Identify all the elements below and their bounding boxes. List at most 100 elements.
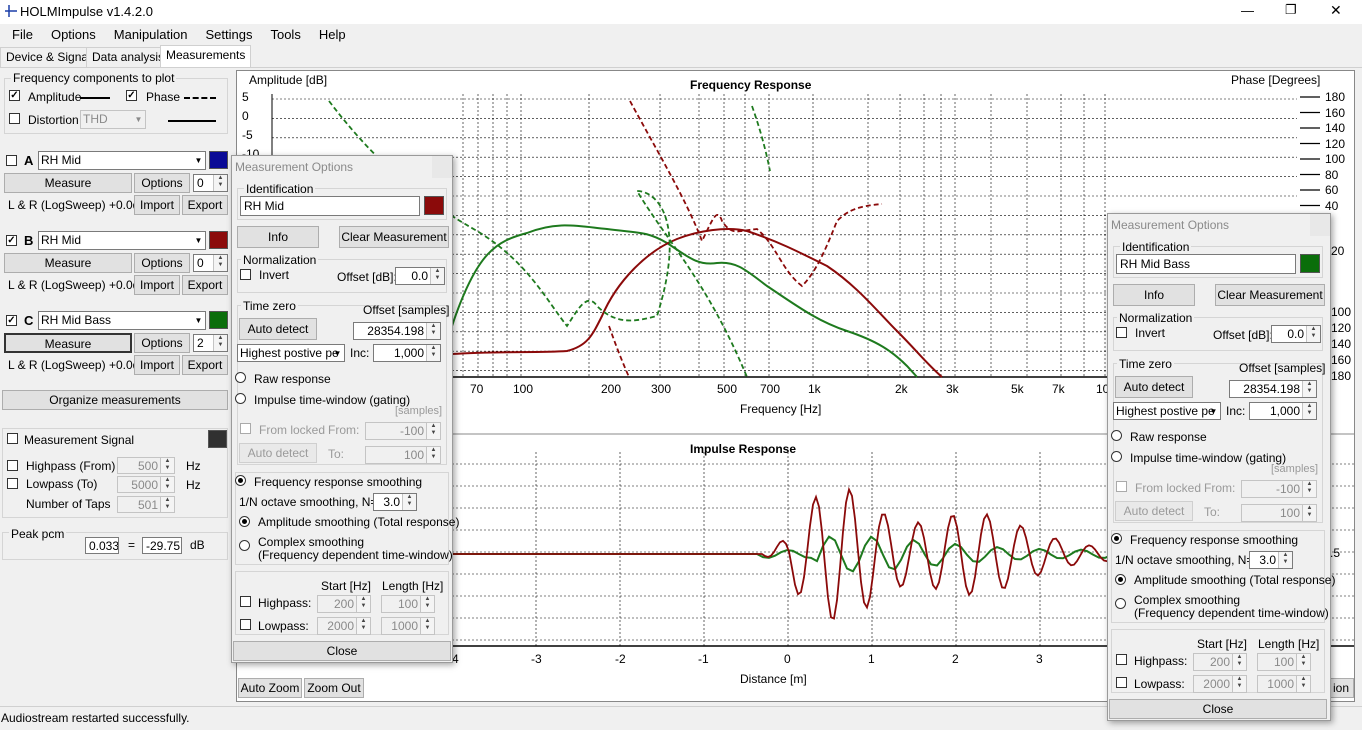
- clear-measurement-button[interactable]: Clear Measurement: [339, 226, 449, 248]
- auto-zoom-button[interactable]: Auto Zoom: [238, 678, 302, 698]
- measurement-signal-checkbox[interactable]: [7, 433, 18, 444]
- tab-data-analysis[interactable]: Data analysis: [86, 47, 171, 68]
- menu-options[interactable]: Options: [50, 27, 96, 42]
- highpass-length-input[interactable]: 100 ▲ ▼: [381, 595, 435, 613]
- spinner-arrows-icon[interactable]: ▲ ▼: [426, 323, 440, 339]
- spinner-arrows-icon[interactable]: ▲ ▼: [1232, 676, 1246, 692]
- amplitude-checkbox[interactable]: ✓: [9, 90, 20, 101]
- amplitude-smoothing-radio[interactable]: [239, 516, 250, 527]
- spinner-arrows-icon[interactable]: ▲ ▼: [1296, 654, 1310, 670]
- menu-settings[interactable]: Settings: [205, 27, 253, 42]
- complex-smoothing-radio[interactable]: [1115, 598, 1126, 609]
- lowpass-to-input[interactable]: 5000 ▲ ▼: [117, 476, 175, 493]
- distortion-select[interactable]: THD ▼: [80, 110, 146, 129]
- time-zero-method-select[interactable]: Highest postive pe ▼: [237, 344, 345, 362]
- lowpass-filter-checkbox[interactable]: [240, 619, 251, 630]
- highpass-filter-checkbox[interactable]: [240, 596, 251, 607]
- spinner-arrows-icon[interactable]: ▲ ▼: [356, 596, 370, 612]
- lowpass-start-input[interactable]: 2000 ▲ ▼: [1193, 675, 1247, 693]
- measurement-color-swatch[interactable]: [424, 196, 444, 215]
- channel-a-measure-button[interactable]: Measure: [4, 173, 132, 193]
- channel-a-checkbox[interactable]: [6, 155, 17, 166]
- close-panel-button[interactable]: Close: [1109, 699, 1327, 719]
- spinner-arrows-icon[interactable]: ▲ ▼: [213, 175, 227, 191]
- maximize-button[interactable]: ❐: [1285, 2, 1297, 17]
- zoom-out-button[interactable]: Zoom Out: [304, 678, 364, 698]
- invert-checkbox[interactable]: [1116, 327, 1127, 338]
- highpass-filter-checkbox[interactable]: [1116, 654, 1127, 665]
- lowpass-filter-checkbox[interactable]: [1116, 677, 1127, 688]
- raw-response-radio[interactable]: [235, 372, 246, 383]
- channel-a-spinner[interactable]: 0 ▲ ▼: [193, 174, 228, 192]
- spinner-arrows-icon[interactable]: ▲ ▼: [213, 335, 227, 351]
- from-locked-checkbox[interactable]: [240, 423, 251, 434]
- spinner-arrows-icon[interactable]: ▲ ▼: [1302, 481, 1316, 497]
- smoothing-radio[interactable]: [1111, 533, 1122, 544]
- close-window-button[interactable]: ✕: [1330, 2, 1342, 18]
- channel-c-import-button[interactable]: Import: [134, 355, 180, 375]
- channel-c-export-button[interactable]: Export: [182, 355, 228, 375]
- spinner-arrows-icon[interactable]: ▲ ▼: [160, 458, 174, 473]
- auto-detect-window-button[interactable]: Auto detect: [239, 443, 317, 463]
- spinner-arrows-icon[interactable]: ▲ ▼: [1302, 505, 1316, 521]
- spinner-arrows-icon[interactable]: ▲ ▼: [160, 477, 174, 492]
- channel-b-color[interactable]: [209, 231, 228, 249]
- info-button[interactable]: Info: [1113, 284, 1195, 306]
- close-icon[interactable]: [432, 156, 452, 178]
- channel-b-import-button[interactable]: Import: [134, 275, 180, 295]
- to-input[interactable]: 100 ▲ ▼: [1241, 504, 1317, 522]
- spinner-arrows-icon[interactable]: ▲ ▼: [1302, 381, 1316, 397]
- offset-samples-input[interactable]: 28354.198 ▲ ▼: [1229, 380, 1317, 398]
- spinner-arrows-icon[interactable]: ▲ ▼: [356, 618, 370, 634]
- channel-c-color[interactable]: [209, 311, 228, 329]
- taps-input[interactable]: 501 ▲ ▼: [117, 496, 175, 513]
- impulse-window-radio[interactable]: [1111, 451, 1122, 462]
- menu-manipulation[interactable]: Manipulation: [113, 27, 188, 42]
- channel-a-options-button[interactable]: Options: [134, 173, 190, 193]
- info-button[interactable]: Info: [237, 226, 319, 248]
- highpass-from-input[interactable]: 500 ▲ ▼: [117, 457, 175, 474]
- spinner-arrows-icon[interactable]: ▲ ▼: [1232, 654, 1246, 670]
- offset-db-input[interactable]: 0.0 ▲ ▼: [395, 267, 445, 285]
- measurement-name-input[interactable]: RH Mid Bass: [1116, 254, 1296, 274]
- lowpass-to-checkbox[interactable]: [7, 478, 18, 489]
- from-input[interactable]: -100 ▲ ▼: [365, 422, 441, 440]
- channel-b-select[interactable]: RH Mid ▼: [38, 231, 206, 250]
- close-panel-button[interactable]: Close: [233, 641, 451, 661]
- spinner-arrows-icon[interactable]: ▲ ▼: [1296, 676, 1310, 692]
- time-zero-method-select[interactable]: Highest postive pe ▼: [1113, 402, 1221, 420]
- channel-a-export-button[interactable]: Export: [182, 195, 228, 215]
- highpass-from-checkbox[interactable]: [7, 460, 18, 471]
- invert-checkbox[interactable]: [240, 269, 251, 280]
- channel-b-measure-button[interactable]: Measure: [4, 253, 132, 273]
- channel-b-export-button[interactable]: Export: [182, 275, 228, 295]
- octave-input[interactable]: 3.0 ▲ ▼: [1249, 551, 1293, 569]
- octave-input[interactable]: 3.0 ▲ ▼: [373, 493, 417, 511]
- menu-tools[interactable]: Tools: [270, 27, 301, 42]
- minimize-button[interactable]: —: [1241, 3, 1254, 18]
- impulse-window-radio[interactable]: [235, 393, 246, 404]
- lowpass-start-input[interactable]: 2000 ▲ ▼: [317, 617, 371, 635]
- lowpass-length-input[interactable]: 1000 ▲ ▼: [381, 617, 435, 635]
- spinner-arrows-icon[interactable]: ▲ ▼: [420, 596, 434, 612]
- channel-a-import-button[interactable]: Import: [134, 195, 180, 215]
- spinner-arrows-icon[interactable]: ▲ ▼: [426, 345, 440, 361]
- clear-measurement-button[interactable]: Clear Measurement: [1215, 284, 1325, 306]
- measurement-signal-color[interactable]: [208, 430, 227, 448]
- highpass-start-input[interactable]: 200 ▲ ▼: [1193, 653, 1247, 671]
- complex-smoothing-radio[interactable]: [239, 540, 250, 551]
- spinner-arrows-icon[interactable]: ▲ ▼: [420, 618, 434, 634]
- spinner-arrows-icon[interactable]: ▲ ▼: [1306, 326, 1320, 342]
- distortion-checkbox[interactable]: [9, 113, 20, 124]
- measurement-name-input[interactable]: RH Mid: [240, 196, 420, 216]
- offset-samples-input[interactable]: 28354.198 ▲ ▼: [353, 322, 441, 340]
- auto-detect-window-button[interactable]: Auto detect: [1115, 501, 1193, 521]
- channel-b-options-button[interactable]: Options: [134, 253, 190, 273]
- menu-file[interactable]: File: [12, 27, 33, 42]
- highpass-length-input[interactable]: 100 ▲ ▼: [1257, 653, 1311, 671]
- channel-a-select[interactable]: RH Mid ▼: [38, 151, 206, 170]
- highpass-start-input[interactable]: 200 ▲ ▼: [317, 595, 371, 613]
- tab-device-signal[interactable]: Device & Signal: [0, 47, 97, 68]
- amplitude-smoothing-radio[interactable]: [1115, 574, 1126, 585]
- raw-response-radio[interactable]: [1111, 430, 1122, 441]
